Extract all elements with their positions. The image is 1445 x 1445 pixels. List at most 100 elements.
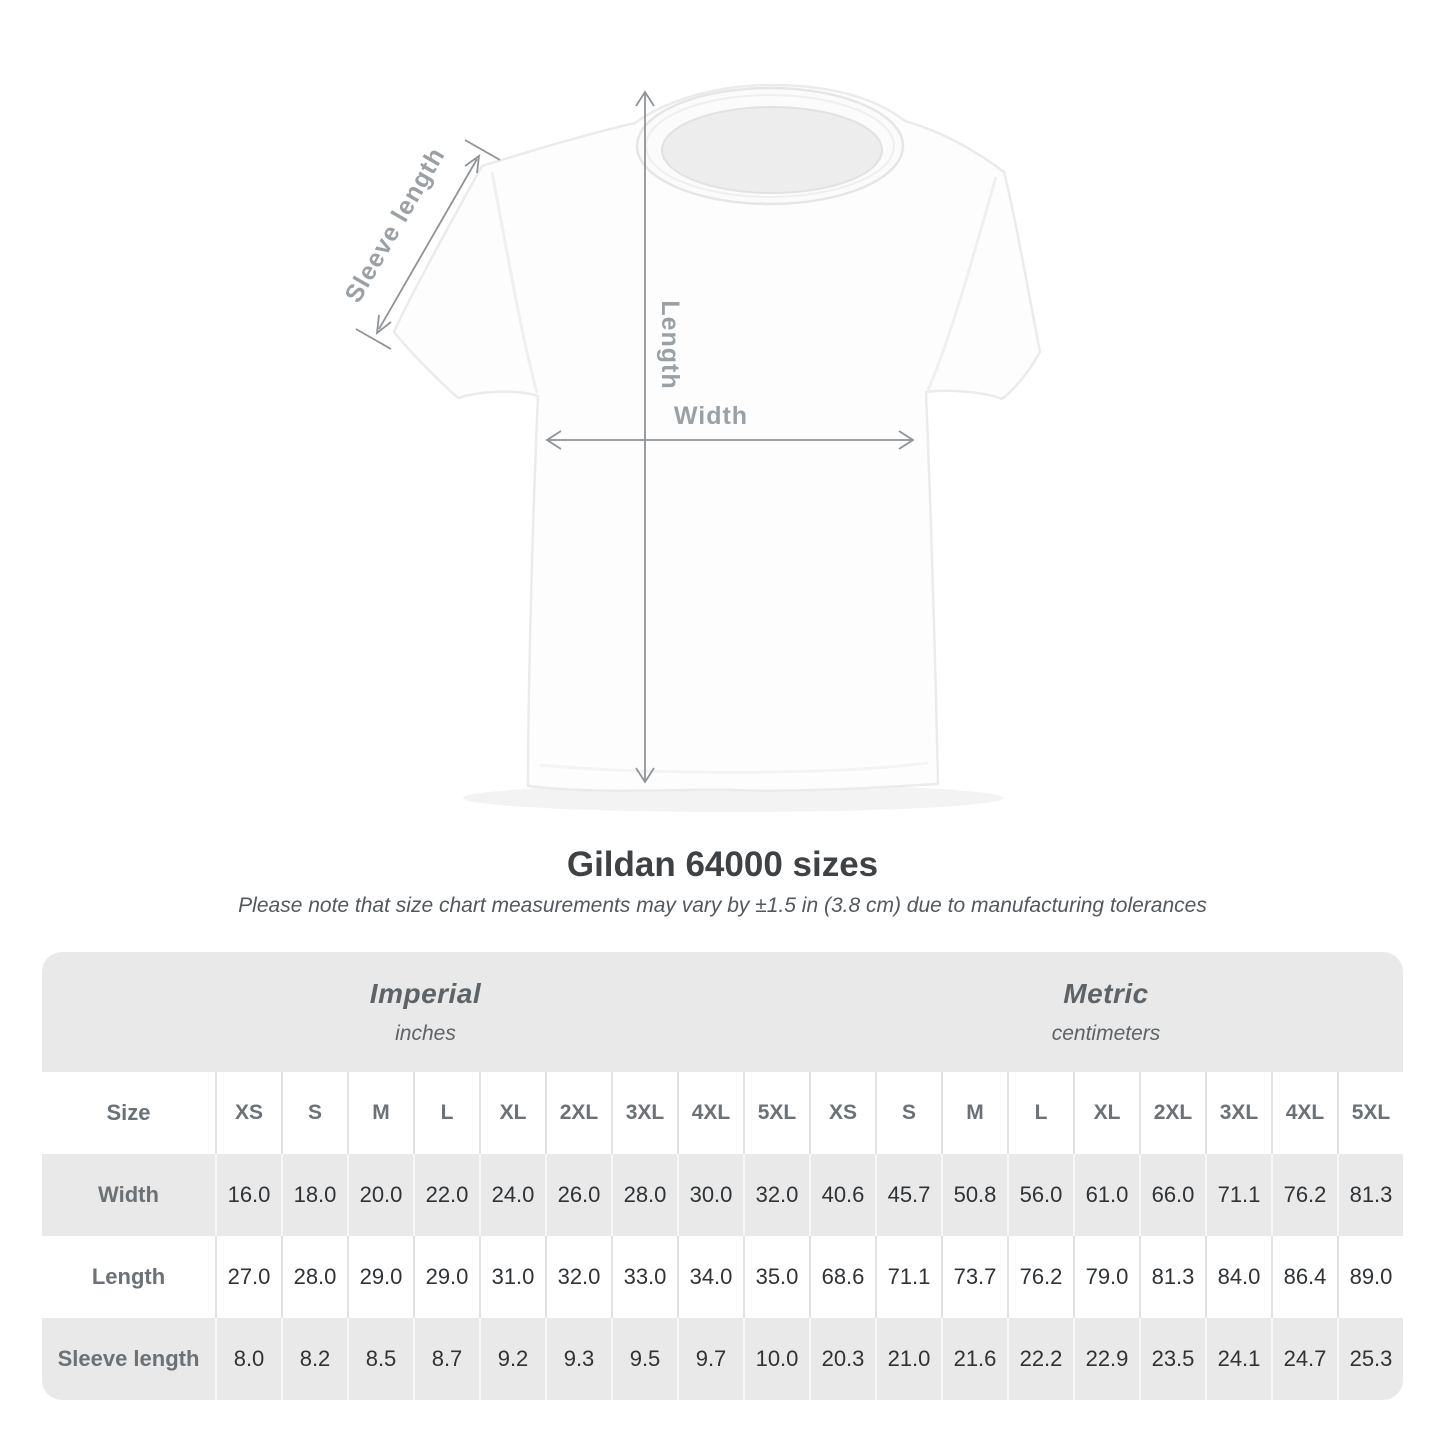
- table-cell: 24.1: [1205, 1318, 1271, 1400]
- table-cell: 34.0: [677, 1236, 743, 1318]
- table-cell: 32.0: [743, 1154, 809, 1236]
- table-cell: 9.2: [479, 1318, 545, 1400]
- row-label: Width: [98, 1182, 159, 1207]
- imperial-unit-label: inches: [395, 1022, 456, 1045]
- right-armhole-seam: [926, 176, 998, 391]
- table-cell: 22.9: [1073, 1318, 1139, 1400]
- table-cell: 84.0: [1205, 1236, 1271, 1318]
- hem-fold: [539, 761, 929, 774]
- table-cell: 22.0: [413, 1154, 479, 1236]
- metric-label: Metric: [1063, 978, 1149, 1009]
- table-cell: 20.0: [347, 1154, 413, 1236]
- size-header-label: Size: [42, 1072, 215, 1154]
- table-cell: 8.0: [215, 1318, 281, 1400]
- size-col-header: 4XL: [677, 1072, 743, 1154]
- table-cell: 40.6: [809, 1154, 875, 1236]
- table-cell: 28.0: [611, 1154, 677, 1236]
- size-col-header: 2XL: [545, 1072, 611, 1154]
- collar-opening: [661, 106, 883, 194]
- table-cell: 25.3: [1337, 1318, 1403, 1400]
- size-col-header: XS: [809, 1072, 875, 1154]
- length-row: Length 27.0 28.0 29.0 29.0 31.0 32.0 33.…: [42, 1236, 1403, 1318]
- table-cell: 81.3: [1337, 1154, 1403, 1236]
- table-cell: 10.0: [743, 1318, 809, 1400]
- size-col-header: S: [281, 1072, 347, 1154]
- table-cell: 30.0: [677, 1154, 743, 1236]
- table-cell: 45.7: [875, 1154, 941, 1236]
- table-cell: 16.0: [215, 1154, 281, 1236]
- tshirt-illustration: Sleeve length Length Width: [339, 83, 1042, 812]
- page-title: Gildan 64000 sizes: [566, 845, 879, 884]
- table-cell: 50.8: [941, 1154, 1007, 1236]
- table-cell: 24.0: [479, 1154, 545, 1236]
- size-col-header: 5XL: [743, 1072, 809, 1154]
- table-cell: 71.1: [1205, 1154, 1271, 1236]
- collar-stitch: [645, 94, 895, 198]
- length-label: Length: [656, 300, 684, 389]
- table-cell: 31.0: [479, 1236, 545, 1318]
- unit-group-header: Imperial inches Metric centimeters: [42, 952, 1403, 1072]
- table-cell: 76.2: [1007, 1236, 1073, 1318]
- table-cell: 26.0: [545, 1154, 611, 1236]
- imperial-label: Imperial: [369, 978, 482, 1009]
- size-col-header: XS: [215, 1072, 281, 1154]
- table-cell: 21.0: [875, 1318, 941, 1400]
- table-cell: 9.7: [677, 1318, 743, 1400]
- size-header-row: Size XS S M L XL 2XL 3XL 4XL 5XL XS S M …: [42, 1072, 1403, 1154]
- table-cell: 61.0: [1073, 1154, 1139, 1236]
- table-cell: 68.6: [809, 1236, 875, 1318]
- table-cell: 28.0: [281, 1236, 347, 1318]
- size-col-header: 2XL: [1139, 1072, 1205, 1154]
- table-cell: 20.3: [809, 1318, 875, 1400]
- table-cell: 9.3: [545, 1318, 611, 1400]
- width-row: Width 16.0 18.0 20.0 22.0 24.0 26.0 28.0…: [42, 1154, 1403, 1236]
- tshirt-body: [392, 83, 1042, 792]
- table-cell: 33.0: [611, 1236, 677, 1318]
- size-col-header: 4XL: [1271, 1072, 1337, 1154]
- table-cell: 29.0: [413, 1236, 479, 1318]
- table-cell: 66.0: [1139, 1154, 1205, 1236]
- width-label: Width: [674, 402, 748, 430]
- table-cell: 29.0: [347, 1236, 413, 1318]
- left-armhole-seam: [490, 171, 539, 394]
- tolerance-note: Please note that size chart measurements…: [238, 894, 1207, 917]
- size-col-header: 3XL: [611, 1072, 677, 1154]
- table-cell: 21.6: [941, 1318, 1007, 1400]
- table-cell: 32.0: [545, 1236, 611, 1318]
- table-cell: 81.3: [1139, 1236, 1205, 1318]
- length-dimension-arrow: [635, 90, 655, 784]
- size-col-header: XL: [479, 1072, 545, 1154]
- table-cell: 8.5: [347, 1318, 413, 1400]
- table-cell: 73.7: [941, 1236, 1007, 1318]
- size-col-header: L: [1007, 1072, 1073, 1154]
- size-col-header: L: [413, 1072, 479, 1154]
- row-label: Length: [42, 1236, 215, 1318]
- table-cell: 18.0: [281, 1154, 347, 1236]
- size-col-header: XL: [1073, 1072, 1139, 1154]
- table-cell: 56.0: [1007, 1154, 1073, 1236]
- size-col-header: M: [941, 1072, 1007, 1154]
- size-table: Imperial inches Metric centimeters Size …: [42, 952, 1403, 1400]
- imperial-group-header: Imperial inches: [42, 978, 809, 1046]
- table-cell: 24.7: [1271, 1318, 1337, 1400]
- sleeve-dimension-arrow: [355, 139, 501, 350]
- size-col-header: 5XL: [1337, 1072, 1403, 1154]
- metric-unit-label: centimeters: [1051, 1022, 1161, 1045]
- table-cell: 79.0: [1073, 1236, 1139, 1318]
- table-cell: 23.5: [1139, 1318, 1205, 1400]
- table-cell: 9.5: [611, 1318, 677, 1400]
- width-dimension-arrow: [545, 430, 915, 450]
- table-cell: 27.0: [215, 1236, 281, 1318]
- tshirt-measurement-diagram: Sleeve length Length Width: [339, 83, 1042, 812]
- sleeve-length-row: Sleeve length 8.0 8.2 8.5 8.7 9.2 9.3 9.…: [42, 1318, 1403, 1400]
- table-cell: 8.7: [413, 1318, 479, 1400]
- table-cell: 22.2: [1007, 1318, 1073, 1400]
- table-cell: 8.2: [281, 1318, 347, 1400]
- table-cell: 71.1: [875, 1236, 941, 1318]
- metric-group-header: Metric centimeters: [809, 978, 1403, 1046]
- table-cell: 76.2: [1271, 1154, 1337, 1236]
- table-cell: 86.4: [1271, 1236, 1337, 1318]
- table-cell: 89.0: [1337, 1236, 1403, 1318]
- size-col-header: S: [875, 1072, 941, 1154]
